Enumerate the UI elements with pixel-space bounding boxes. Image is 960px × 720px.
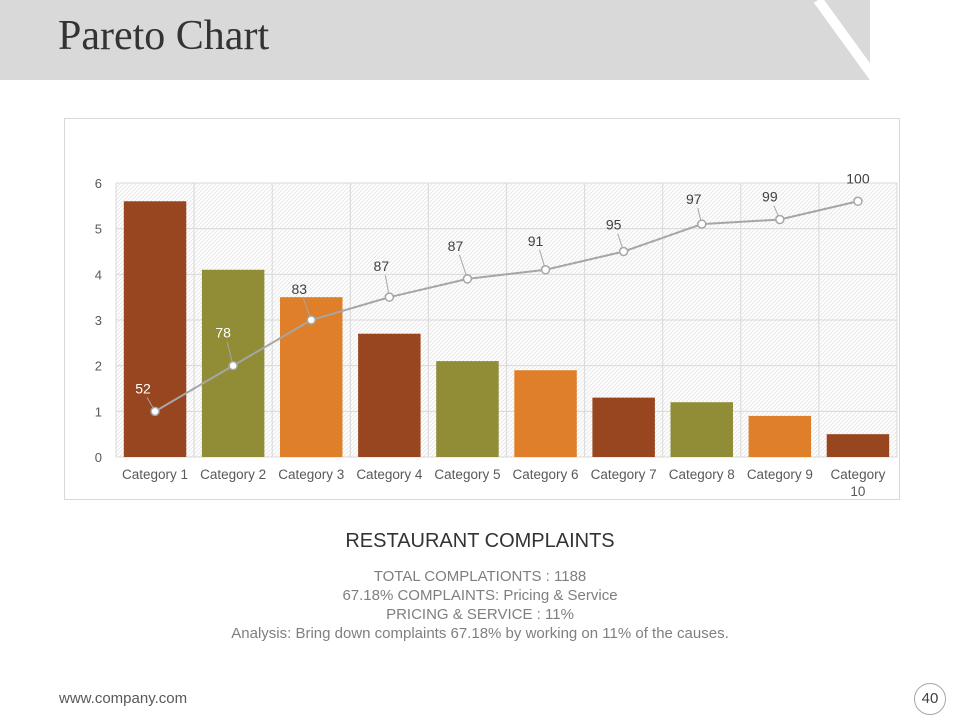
page-number: 40 (914, 683, 946, 715)
line-point (618, 246, 629, 257)
x-tick-label: Category 5 (434, 467, 500, 482)
data-label: 87 (448, 238, 464, 254)
x-tick-label: Category 7 (591, 467, 657, 482)
data-label: 87 (374, 258, 390, 274)
line-point (853, 196, 863, 207)
y-tick-label: 2 (95, 359, 102, 374)
data-label: 100 (846, 170, 870, 186)
summary-lines: TOTAL COMPLATIONTS : 1188 67.18% COMPLAI… (0, 567, 960, 643)
x-tick-label: Category 8 (669, 467, 735, 482)
header-shape (0, 0, 881, 80)
x-tick-label: Category 9 (747, 467, 813, 482)
x-tick-label: Category 10 (831, 467, 886, 499)
summary-share: 67.18% COMPLAINTS: Pricing & Service (342, 587, 618, 604)
y-tick-label: 6 (95, 176, 102, 191)
y-tick-label: 3 (95, 313, 102, 328)
pareto-chart: 0 1 2 3 4 5 6 Category 1 Category 2 Category 3 Cat… (95, 170, 898, 499)
data-label: 99 (762, 189, 778, 205)
data-label: 52 (135, 380, 151, 396)
line-point (306, 315, 316, 325)
y-tick-label: 4 (95, 267, 102, 282)
summary-causes: PRICING & SERVICE : 11% (386, 606, 574, 623)
line-point (462, 274, 473, 284)
bar (670, 402, 733, 457)
x-tick-label: Category 2 (200, 467, 266, 482)
summary-analysis: Analysis: Bring down complaints 67.18% b… (231, 625, 729, 642)
data-label: 97 (686, 191, 702, 207)
x-tick-label: Category 6 (513, 467, 579, 482)
line-point (384, 292, 395, 302)
y-tick-label: 1 (95, 404, 102, 419)
y-tick-label: 5 (95, 222, 102, 237)
x-tick-label: Category 4 (356, 467, 423, 482)
bar (123, 201, 187, 457)
data-label: 91 (528, 233, 544, 249)
footer-url[interactable]: www.company.com (59, 690, 188, 707)
cumulative-line (154, 200, 859, 413)
line-point (228, 360, 238, 371)
header-background (0, 0, 870, 80)
bar (592, 397, 655, 457)
bar (436, 361, 499, 457)
chart-area: 0 1 2 3 4 5 6 Category 1 Category 2 Category 3 Cat… (64, 118, 900, 500)
header-band: Pareto Chart (0, 0, 960, 80)
bar (358, 333, 421, 457)
line-point (540, 265, 551, 275)
data-label: 78 (215, 325, 231, 341)
x-tick-label: Category 1 (122, 467, 188, 482)
header-diagonal-line (813, 0, 881, 80)
bar (748, 415, 812, 457)
x-tick-label: Category 3 (278, 467, 344, 482)
summary-title: RESTAURANT COMPLAINTS (345, 530, 615, 552)
bar (514, 370, 577, 457)
line-point (150, 406, 160, 417)
page-title: Pareto Chart (58, 13, 270, 59)
line-point (697, 219, 707, 229)
data-label: 95 (606, 217, 622, 233)
line-point (775, 214, 785, 225)
bar (826, 434, 890, 457)
data-label: 83 (291, 281, 307, 297)
summary-total: TOTAL COMPLATIONTS : 1188 (373, 568, 587, 585)
y-tick-label: 0 (95, 450, 102, 465)
